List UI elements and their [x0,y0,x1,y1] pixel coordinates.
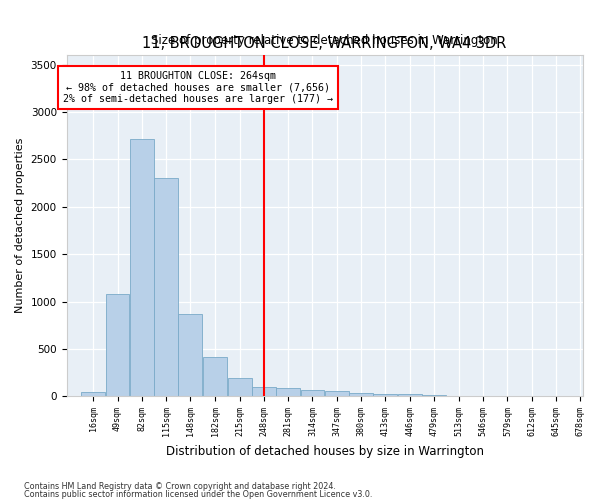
Bar [276,388,300,396]
Bar [203,356,227,397]
Bar [130,138,154,396]
Bar [106,294,130,396]
Bar [178,314,202,396]
Text: 11 BROUGHTON CLOSE: 264sqm
← 98% of detached houses are smaller (7,656)
2% of se: 11 BROUGHTON CLOSE: 264sqm ← 98% of deta… [63,71,333,104]
Bar [252,387,276,396]
Bar [81,392,105,396]
Bar [398,394,422,396]
Bar [301,390,325,396]
Text: Size of property relative to detached houses in Warrington: Size of property relative to detached ho… [151,34,498,46]
Bar [154,178,178,396]
X-axis label: Distribution of detached houses by size in Warrington: Distribution of detached houses by size … [166,444,484,458]
Y-axis label: Number of detached properties: Number of detached properties [15,138,25,314]
Bar [349,392,373,396]
Bar [373,394,397,396]
Bar [227,378,251,396]
Text: Contains HM Land Registry data © Crown copyright and database right 2024.: Contains HM Land Registry data © Crown c… [24,482,336,491]
Bar [325,391,349,396]
Text: Contains public sector information licensed under the Open Government Licence v3: Contains public sector information licen… [24,490,373,499]
Title: 11, BROUGHTON CLOSE, WARRINGTON, WA4 3DR: 11, BROUGHTON CLOSE, WARRINGTON, WA4 3DR [142,36,507,51]
